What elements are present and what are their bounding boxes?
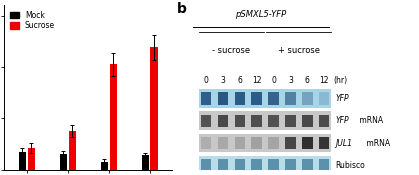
FancyBboxPatch shape (251, 92, 262, 105)
Text: 0: 0 (204, 76, 209, 85)
FancyBboxPatch shape (268, 92, 279, 105)
Bar (101, 162, 108, 170)
FancyBboxPatch shape (235, 159, 245, 171)
Text: mRNA: mRNA (357, 116, 383, 125)
FancyBboxPatch shape (251, 115, 262, 127)
FancyBboxPatch shape (235, 92, 245, 105)
Bar (142, 155, 149, 170)
FancyBboxPatch shape (218, 92, 228, 105)
FancyBboxPatch shape (319, 92, 329, 105)
FancyBboxPatch shape (199, 134, 331, 152)
FancyBboxPatch shape (201, 159, 212, 171)
FancyBboxPatch shape (201, 115, 212, 127)
FancyBboxPatch shape (201, 137, 212, 149)
Text: + sucrose: + sucrose (278, 46, 320, 55)
Bar (19, 152, 26, 170)
Bar (28, 148, 35, 170)
Text: 6: 6 (305, 76, 310, 85)
FancyBboxPatch shape (251, 159, 262, 171)
FancyBboxPatch shape (199, 111, 331, 130)
Text: YFP: YFP (336, 94, 349, 103)
Text: b: b (177, 2, 186, 16)
FancyBboxPatch shape (199, 89, 331, 108)
FancyBboxPatch shape (319, 159, 329, 171)
FancyBboxPatch shape (235, 137, 245, 149)
Bar (69, 131, 76, 170)
FancyBboxPatch shape (302, 159, 313, 171)
FancyBboxPatch shape (251, 137, 262, 149)
Text: Rubisco: Rubisco (336, 161, 365, 170)
FancyBboxPatch shape (268, 115, 279, 127)
FancyBboxPatch shape (302, 92, 313, 105)
FancyBboxPatch shape (302, 115, 313, 127)
Text: pSMXL5-YFP: pSMXL5-YFP (235, 10, 286, 19)
Text: YFP: YFP (336, 116, 349, 125)
FancyBboxPatch shape (199, 156, 331, 175)
FancyBboxPatch shape (218, 115, 228, 127)
FancyBboxPatch shape (285, 115, 296, 127)
FancyBboxPatch shape (201, 92, 212, 105)
Text: 12: 12 (319, 76, 329, 85)
Bar (150, 47, 158, 170)
FancyBboxPatch shape (319, 137, 329, 149)
FancyBboxPatch shape (285, 137, 296, 149)
FancyBboxPatch shape (218, 159, 228, 171)
FancyBboxPatch shape (285, 159, 296, 171)
Legend: Mock, Sucrose: Mock, Sucrose (8, 9, 57, 32)
Text: 0: 0 (271, 76, 276, 85)
Text: JUL1: JUL1 (336, 139, 352, 148)
Text: 3: 3 (220, 76, 225, 85)
Text: 3: 3 (288, 76, 293, 85)
Text: 6: 6 (238, 76, 242, 85)
Text: 12: 12 (252, 76, 261, 85)
FancyBboxPatch shape (319, 115, 329, 127)
Text: (hr): (hr) (334, 76, 348, 85)
Text: mRNA: mRNA (365, 139, 391, 148)
Bar (109, 64, 116, 170)
FancyBboxPatch shape (268, 159, 279, 171)
Bar (60, 154, 67, 170)
FancyBboxPatch shape (218, 137, 228, 149)
Text: - sucrose: - sucrose (212, 46, 251, 55)
FancyBboxPatch shape (268, 137, 279, 149)
FancyBboxPatch shape (302, 137, 313, 149)
FancyBboxPatch shape (235, 115, 245, 127)
FancyBboxPatch shape (285, 92, 296, 105)
